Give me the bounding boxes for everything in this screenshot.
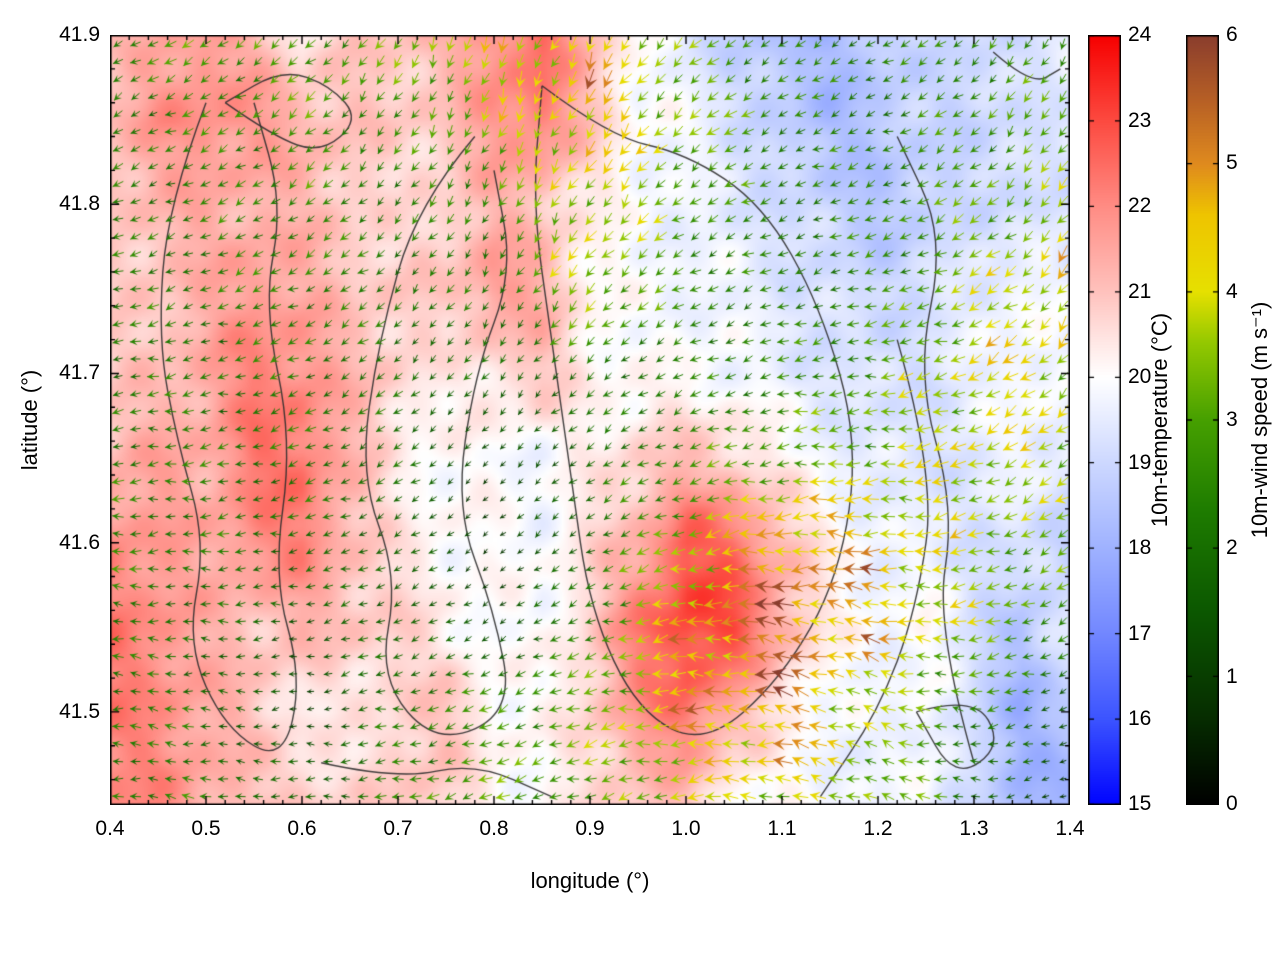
x-tick-label: 0.8 <box>479 817 509 840</box>
y-tick-label: 41.8 <box>59 192 100 216</box>
temperature-colorbar <box>1088 35 1121 805</box>
temperature-colorbar-tick-label: 24 <box>1128 23 1152 46</box>
x-tick-label: 0.9 <box>575 817 605 840</box>
temperature-colorbar-tick-label: 15 <box>1128 792 1152 815</box>
temperature-colorbar-tick-label: 22 <box>1128 194 1152 218</box>
wind-colorbar-tick-label: 5 <box>1226 151 1238 175</box>
wind-colorbar-label: 10m-wind speed (m s⁻¹) <box>1247 301 1272 539</box>
y-tick-label: 41.6 <box>59 530 100 554</box>
wind-colorbar-tick-label: 2 <box>1226 536 1238 560</box>
wind-colorbar-tick-label: 4 <box>1226 279 1238 303</box>
temperature-colorbar-tick-label: 17 <box>1128 621 1152 645</box>
temperature-colorbar-tick-label: 19 <box>1128 450 1152 474</box>
temperature-wind-map-canvas <box>110 35 1070 805</box>
x-tick-label: 1.0 <box>671 817 701 840</box>
wind-speed-colorbar <box>1186 35 1219 805</box>
wind-colorbar-tick-label: 6 <box>1226 23 1238 46</box>
wind-colorbar-tick-label: 0 <box>1226 792 1238 815</box>
x-axis-label: longitude (°) <box>530 868 650 893</box>
x-tick-label: 0.5 <box>191 817 221 840</box>
x-tick-label: 0.7 <box>383 817 413 840</box>
x-tick-label: 1.2 <box>863 817 893 840</box>
wind-colorbar-tick-label: 1 <box>1226 664 1238 688</box>
temperature-colorbar-tick-label: 21 <box>1128 279 1152 303</box>
temperature-colorbar-tick-label: 23 <box>1128 108 1152 132</box>
wind-colorbar-tick-label: 3 <box>1226 408 1238 431</box>
x-tick-label: 0.4 <box>95 817 125 840</box>
temperature-colorbar-tick-label: 18 <box>1128 536 1152 560</box>
y-tick-label: 41.7 <box>59 361 100 385</box>
x-tick-label: 1.3 <box>959 817 989 840</box>
x-tick-label: 1.4 <box>1055 817 1085 840</box>
x-tick-label: 0.6 <box>287 817 317 840</box>
y-tick-label: 41.5 <box>59 699 100 723</box>
y-tick-label: 41.9 <box>59 23 100 46</box>
x-tick-label: 1.1 <box>767 817 797 840</box>
temperature-colorbar-tick-label: 20 <box>1128 365 1152 389</box>
temperature-colorbar-tick-label: 16 <box>1128 707 1152 731</box>
